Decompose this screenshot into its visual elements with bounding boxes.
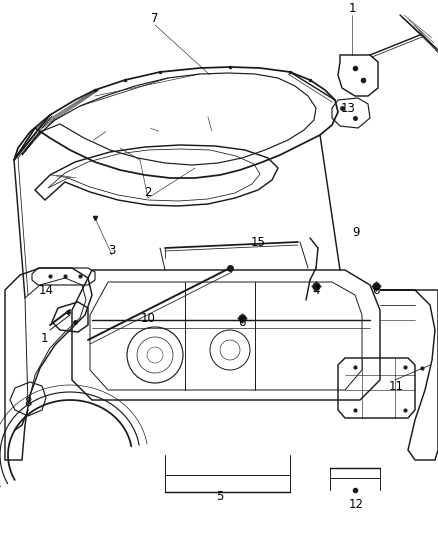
Text: 1: 1 <box>40 332 48 344</box>
Text: 3: 3 <box>108 244 116 256</box>
Text: 6: 6 <box>372 284 380 296</box>
Text: 8: 8 <box>25 395 32 408</box>
Text: 2: 2 <box>144 185 152 198</box>
Text: 5: 5 <box>216 489 224 503</box>
Text: 9: 9 <box>352 225 360 238</box>
Text: 12: 12 <box>349 497 364 511</box>
Text: 1: 1 <box>348 2 356 14</box>
Text: 10: 10 <box>141 311 155 325</box>
Text: 14: 14 <box>39 284 53 296</box>
Text: 11: 11 <box>389 379 403 392</box>
Text: 6: 6 <box>238 316 246 328</box>
Text: 13: 13 <box>341 101 356 115</box>
Text: 4: 4 <box>312 284 320 296</box>
Text: 15: 15 <box>251 236 265 248</box>
Text: 7: 7 <box>151 12 159 25</box>
